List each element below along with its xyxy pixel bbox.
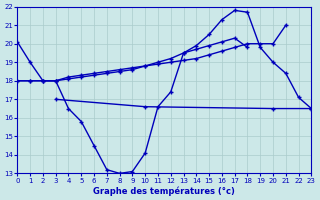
X-axis label: Graphe des températures (°c): Graphe des températures (°c) — [93, 186, 235, 196]
